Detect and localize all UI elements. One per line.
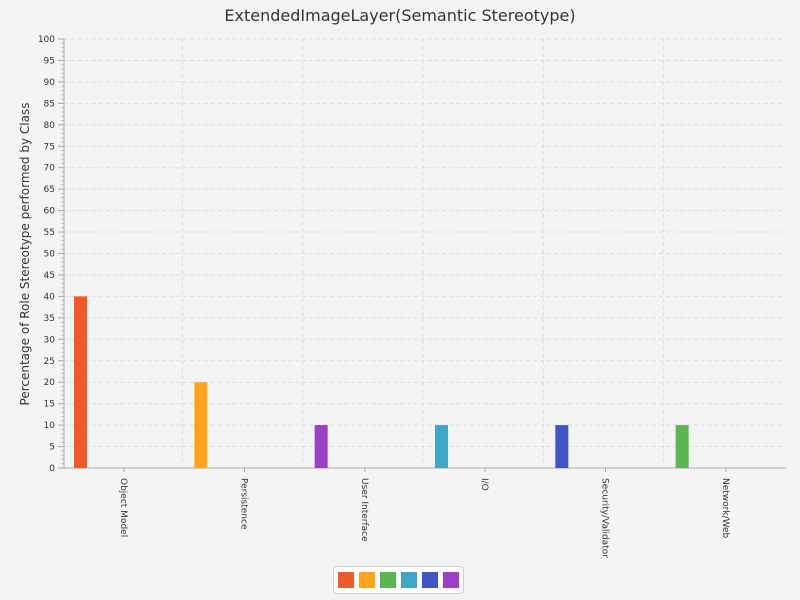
bar-layer <box>74 296 689 468</box>
y-axis-label: Percentage of Role Stereotype performed … <box>18 103 32 406</box>
y-tick-label: 95 <box>44 56 55 66</box>
y-tick-label: 15 <box>44 400 55 410</box>
y-tick-label: 25 <box>44 357 55 367</box>
y-tick-label: 85 <box>44 99 55 109</box>
y-tick-label: 100 <box>38 35 55 45</box>
legend-swatch <box>338 572 354 588</box>
grid-layer <box>64 38 786 468</box>
bar-user-interface <box>314 425 328 468</box>
y-tick-label: 30 <box>44 335 56 345</box>
axis-layer <box>58 38 786 472</box>
x-category-label: Network/Web <box>720 478 730 539</box>
y-tick-label: 0 <box>49 464 55 474</box>
legend <box>333 566 464 594</box>
bar-object-model <box>74 296 87 468</box>
y-tick-label: 70 <box>44 164 56 174</box>
bar-persistence <box>194 382 208 468</box>
y-tick-label: 20 <box>44 378 56 388</box>
y-tick-label: 55 <box>44 228 55 238</box>
y-tick-label: 5 <box>49 443 55 453</box>
y-tick-label: 45 <box>44 271 55 281</box>
legend-swatch <box>443 572 459 588</box>
y-tick-label: 80 <box>44 121 56 131</box>
y-tick-label: 35 <box>44 314 55 324</box>
x-category-label: Security/Validator <box>600 478 610 558</box>
bar-network-web <box>675 425 689 468</box>
bar-security-validator <box>555 425 569 468</box>
y-tick-label: 50 <box>44 250 56 260</box>
label-layer: 0 5 10 15 20 25 30 35 40 45 50 55 60 65 70 75 80 85 90 95 10… <box>38 35 730 558</box>
y-tick-label: 10 <box>44 421 56 431</box>
legend-swatch <box>422 572 438 588</box>
y-tick-label: 65 <box>44 185 55 195</box>
bar-i-o <box>435 425 448 468</box>
y-tick-label: 90 <box>44 78 56 88</box>
x-category-label: Object Model <box>118 478 128 537</box>
y-tick-label: 40 <box>44 292 56 302</box>
x-category-label: I/O <box>479 478 489 491</box>
legend-swatch <box>401 572 417 588</box>
y-tick-label: 75 <box>44 142 55 152</box>
legend-swatch <box>380 572 396 588</box>
legend-swatch <box>359 572 375 588</box>
y-tick-label: 60 <box>44 207 56 217</box>
x-category-label: Persistence <box>239 478 249 530</box>
x-category-label: User Interface <box>359 478 369 542</box>
chart-title: ExtendedImageLayer(Semantic Stereotype) <box>224 6 576 25</box>
